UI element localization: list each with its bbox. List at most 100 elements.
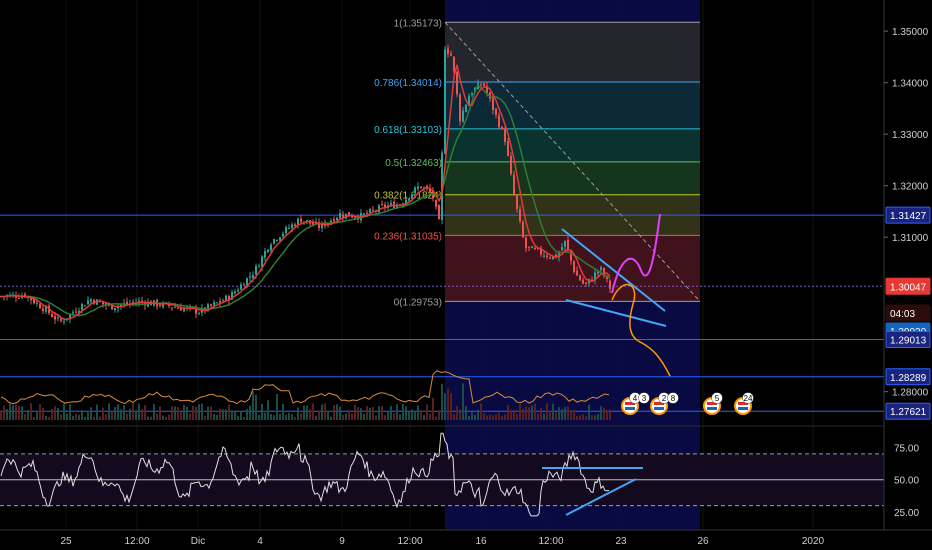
price-marker[interactable]: 1.31427 bbox=[885, 206, 931, 224]
candle bbox=[501, 125, 503, 130]
rsi-tick-label[interactable]: 75.00 bbox=[894, 443, 919, 454]
candle bbox=[216, 301, 218, 304]
volume-bar bbox=[405, 406, 407, 420]
rsi-tick-label[interactable]: 50.00 bbox=[894, 476, 919, 487]
volume-bar bbox=[390, 405, 392, 420]
price-marker[interactable]: 04:03 bbox=[885, 304, 931, 322]
event-badge[interactable]: 24 bbox=[734, 392, 754, 415]
y-tick-label[interactable]: 1.28000 bbox=[892, 388, 929, 399]
volume-bar bbox=[399, 414, 401, 420]
candle-body bbox=[510, 155, 512, 174]
y-tick-label[interactable]: 1.32000 bbox=[892, 182, 929, 193]
candle-body bbox=[372, 209, 374, 211]
x-tick-label[interactable]: 12:00 bbox=[397, 536, 422, 547]
fib-retracement[interactable]: 1(1.35173) 0.786(1.34014) 0.618(1.33103) 0.… bbox=[374, 0, 701, 530]
candle bbox=[114, 307, 116, 313]
candle bbox=[342, 211, 344, 222]
volume-bar bbox=[99, 416, 101, 420]
candle-body bbox=[495, 108, 497, 115]
candle-body bbox=[462, 110, 464, 122]
volume-bar bbox=[75, 413, 77, 420]
volume-bar bbox=[27, 409, 29, 420]
volume-bar bbox=[441, 383, 443, 420]
candle-body bbox=[207, 304, 209, 311]
volume-bar bbox=[456, 406, 458, 420]
candle bbox=[15, 291, 17, 303]
event-badge[interactable]: 5 bbox=[703, 392, 723, 415]
wedge-lower-line[interactable] bbox=[565, 299, 667, 327]
candle bbox=[435, 199, 437, 210]
volume-bar bbox=[483, 413, 485, 420]
candle-body bbox=[102, 302, 104, 305]
x-tick-label[interactable]: Dic bbox=[191, 536, 205, 547]
x-tick-label[interactable]: 9 bbox=[339, 536, 345, 547]
volume-bar bbox=[303, 405, 305, 420]
x-tick-label[interactable]: 2020 bbox=[802, 536, 825, 547]
volume-bar bbox=[465, 405, 467, 420]
x-tick-label[interactable]: 16 bbox=[475, 536, 487, 547]
x-tick-label[interactable]: 12:00 bbox=[124, 536, 149, 547]
price-marker[interactable]: 1.27621 bbox=[885, 402, 931, 420]
y-tick-label[interactable]: 1.35000 bbox=[892, 27, 929, 38]
candle-body bbox=[519, 209, 521, 222]
volume-bar bbox=[213, 413, 215, 420]
wedge-upper-line[interactable] bbox=[561, 228, 666, 312]
volume-bar bbox=[273, 415, 275, 420]
candle-body bbox=[513, 174, 515, 195]
time-axis[interactable]: 25 12:00 Dic 4 9 12:00 16 12:00 23 26 2020 bbox=[0, 529, 932, 550]
volume-bar bbox=[411, 409, 413, 420]
candle bbox=[585, 281, 587, 287]
candle-body bbox=[33, 299, 35, 304]
volume-bar bbox=[312, 403, 314, 420]
y-tick-label[interactable]: 1.33000 bbox=[892, 130, 929, 141]
x-tick-label[interactable]: 4 bbox=[257, 536, 263, 547]
volume-bar bbox=[318, 410, 320, 420]
fib-zone bbox=[445, 128, 700, 162]
volume-bar bbox=[210, 406, 212, 420]
y-tick-label[interactable]: 1.34000 bbox=[892, 79, 929, 90]
volume-bar bbox=[246, 408, 248, 420]
x-tick-label[interactable]: 25 bbox=[60, 536, 72, 547]
x-tick-label[interactable]: 12:00 bbox=[538, 536, 563, 547]
projection-path-down[interactable] bbox=[611, 283, 671, 377]
rsi-tick-label[interactable]: 25.00 bbox=[894, 508, 919, 519]
price-marker[interactable]: 1.30047 bbox=[885, 277, 931, 295]
price-marker-label: 1.31427 bbox=[890, 211, 927, 222]
volume-bar bbox=[429, 413, 431, 420]
volume-bar bbox=[450, 393, 452, 420]
candle bbox=[438, 203, 440, 220]
flag-stripe bbox=[625, 407, 635, 410]
volume-bar bbox=[153, 403, 155, 420]
rsi-pane bbox=[0, 425, 884, 517]
price-marker[interactable]: 1.29013 bbox=[885, 331, 931, 349]
candle bbox=[240, 282, 242, 290]
candle bbox=[243, 282, 245, 286]
volume-bar bbox=[69, 404, 71, 420]
flag-stripe bbox=[738, 402, 748, 405]
volume-bar bbox=[474, 414, 476, 420]
badge-count: 3 bbox=[642, 394, 647, 403]
y-tick-label[interactable]: 1.31000 bbox=[892, 233, 929, 244]
x-tick-label[interactable]: 26 bbox=[697, 536, 709, 547]
volume-bar bbox=[54, 406, 56, 420]
drawings[interactable] bbox=[561, 213, 671, 377]
candle-body bbox=[579, 275, 581, 281]
volume-bar bbox=[267, 400, 269, 420]
volume-bar bbox=[369, 407, 371, 420]
candle-body bbox=[366, 212, 368, 214]
volume-bar bbox=[435, 416, 437, 420]
volume-bar bbox=[396, 404, 398, 420]
candle bbox=[288, 224, 290, 230]
volume-bar bbox=[39, 404, 41, 420]
price-axis[interactable]: 1.35000 1.34000 1.33000 1.32000 1.31000 1.280… bbox=[883, 0, 932, 550]
price-marker[interactable]: 1.28289 bbox=[885, 368, 931, 386]
x-tick-label[interactable]: 23 bbox=[615, 536, 627, 547]
fib-level-label: 0.786(1.34014) bbox=[374, 78, 442, 89]
price-marker-bg bbox=[885, 402, 931, 420]
event-badges[interactable]: 4 3 2 8 5 24 bbox=[621, 392, 754, 415]
projection-path-up[interactable] bbox=[611, 213, 661, 294]
volume-bar bbox=[156, 413, 158, 420]
